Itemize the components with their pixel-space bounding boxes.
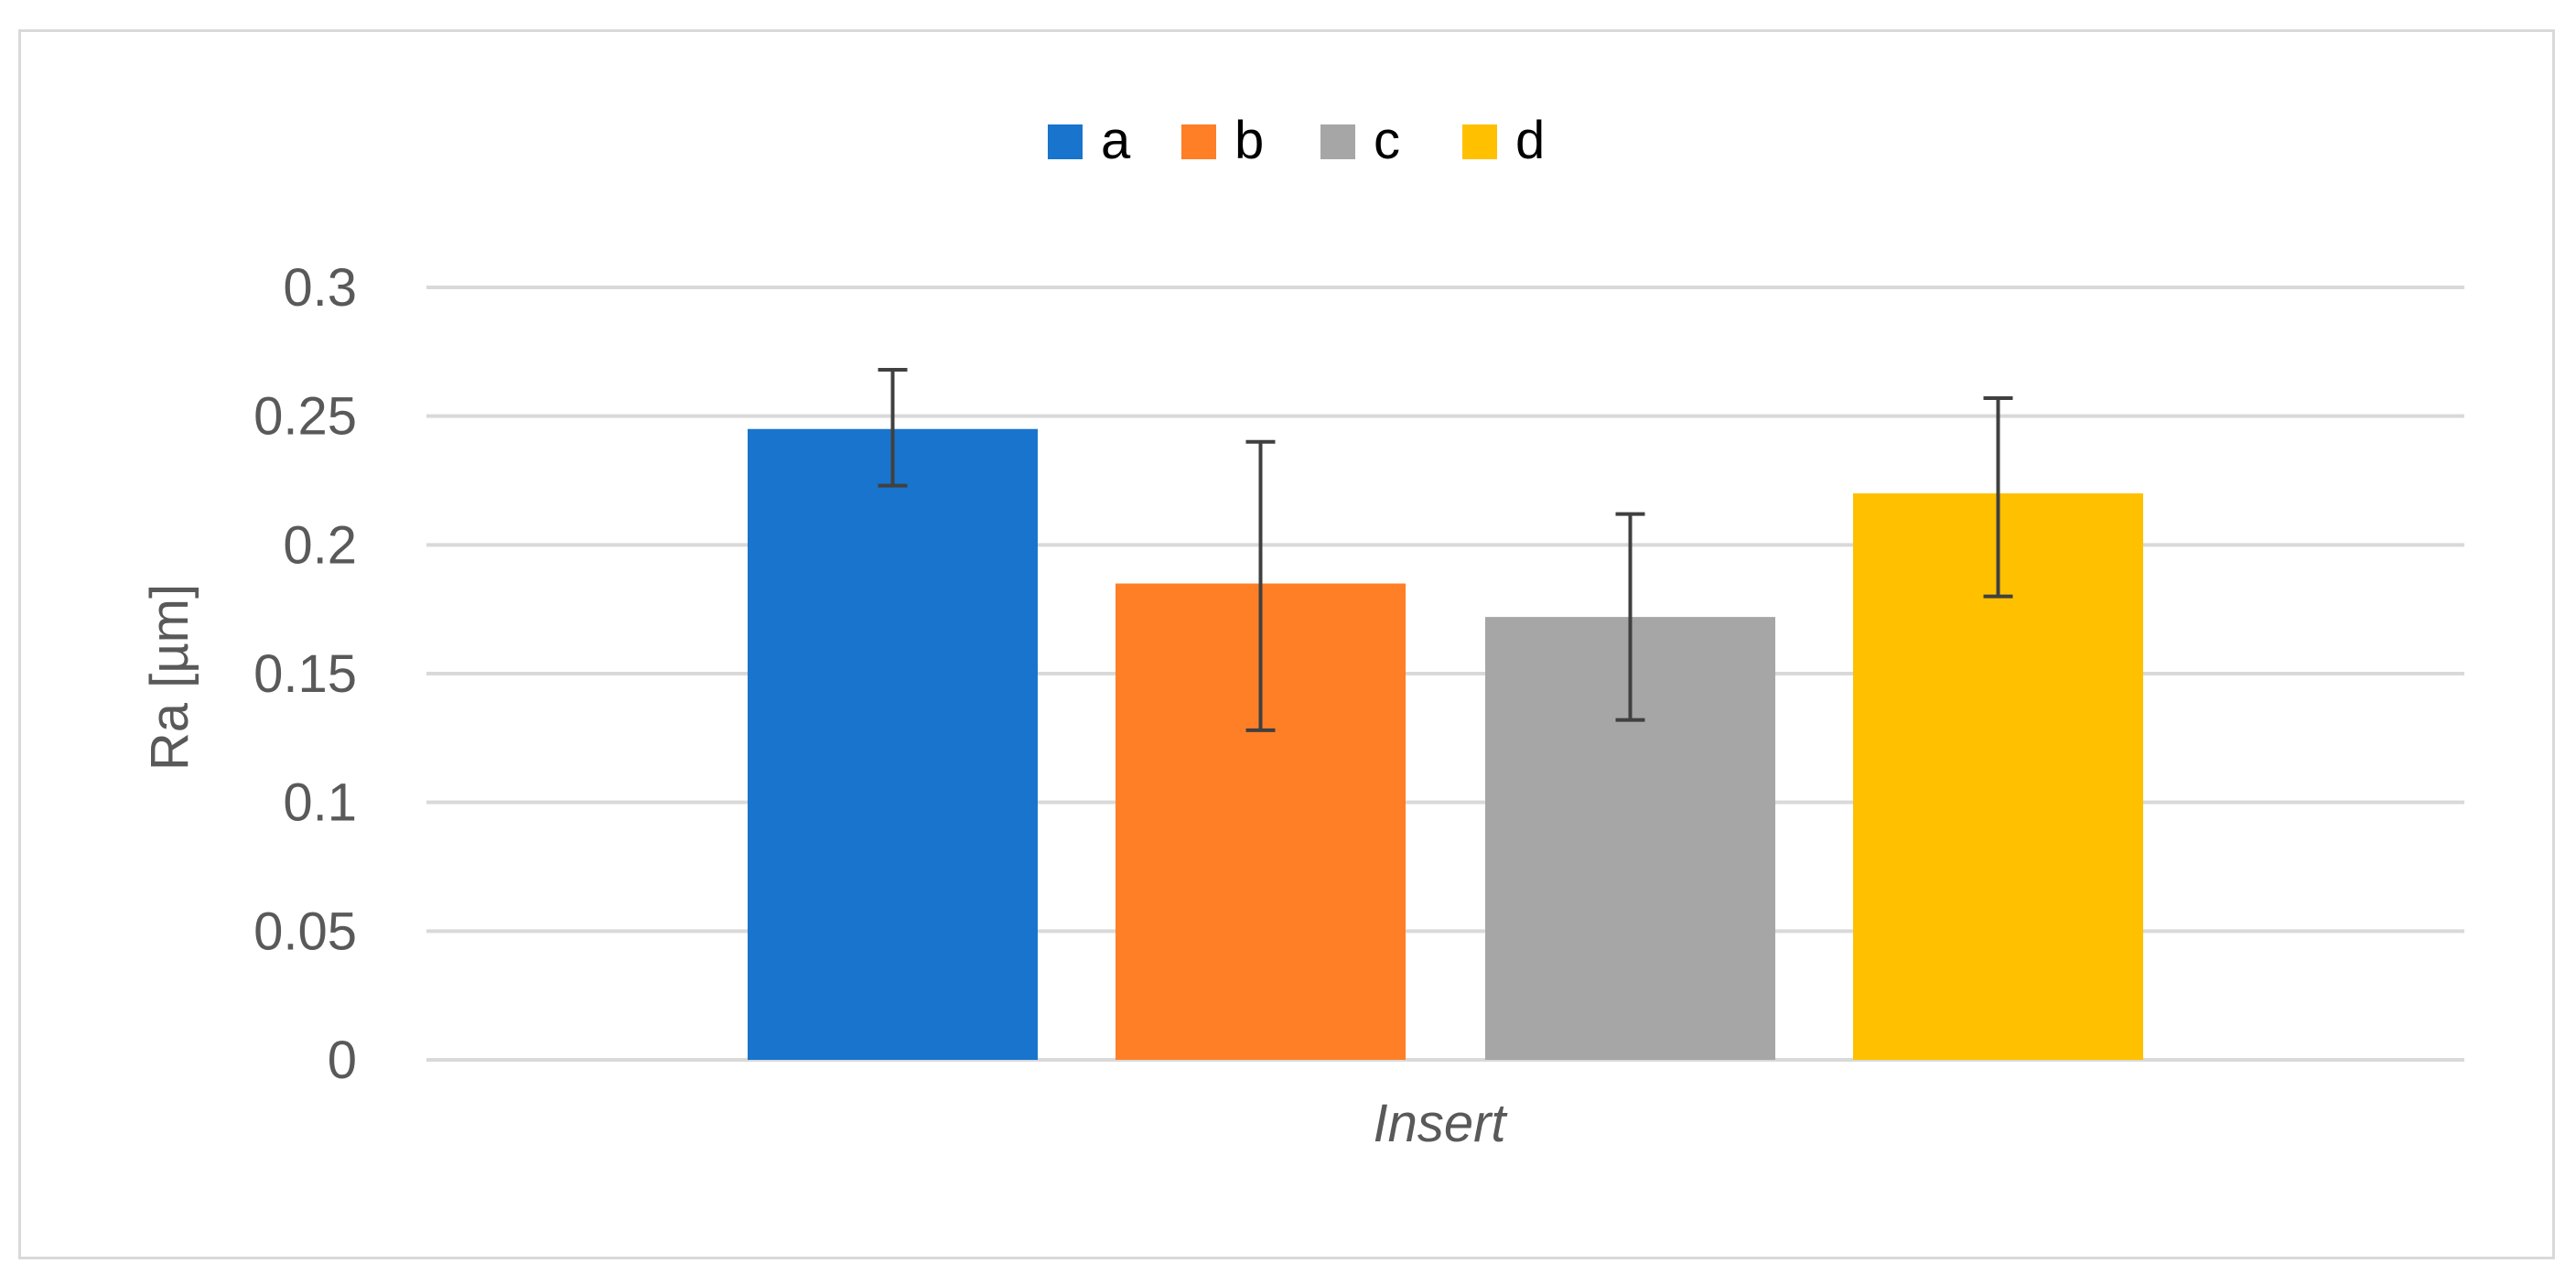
- legend-swatch-d: [1462, 124, 1497, 159]
- error-bar-a: [878, 368, 908, 488]
- y-tick-label-4: 0.2: [283, 515, 357, 575]
- error-bar-d: [1983, 395, 2013, 599]
- error-bar-b: [1245, 439, 1276, 732]
- y-tick-label-5: 0.25: [253, 387, 357, 447]
- bars: [748, 428, 2143, 1060]
- legend-label-d: d: [1515, 111, 1545, 170]
- x-category-label: Insert: [1373, 1094, 1508, 1153]
- y-tick-label-1: 0.05: [253, 902, 357, 961]
- legend-item-d: d: [1462, 111, 1545, 170]
- gridlines: [426, 286, 2464, 1062]
- legend-item-c: c: [1320, 111, 1400, 170]
- legend-swatch-c: [1320, 124, 1355, 159]
- legend-label-c: c: [1374, 111, 1400, 170]
- error-bar-c: [1615, 512, 1645, 722]
- y-tick-label-0: 0: [328, 1031, 357, 1090]
- legend: a b c d: [1048, 111, 1545, 170]
- error-bars: [878, 368, 2013, 732]
- y-tick-label-2: 0.1: [283, 773, 357, 833]
- y-axis-ticks: 0 0.05 0.1 0.15 0.2 0.25 0.3: [253, 258, 357, 1090]
- legend-swatch-a: [1048, 124, 1083, 159]
- y-axis-title: Ra [µm]: [140, 584, 199, 771]
- y-tick-label-3: 0.15: [253, 644, 357, 704]
- bar-a: [748, 428, 1038, 1060]
- legend-label-a: a: [1101, 111, 1131, 170]
- legend-item-a: a: [1048, 111, 1131, 170]
- y-tick-label-6: 0.3: [283, 258, 357, 318]
- legend-label-b: b: [1234, 111, 1264, 170]
- legend-swatch-b: [1181, 124, 1216, 159]
- legend-item-b: b: [1181, 111, 1264, 170]
